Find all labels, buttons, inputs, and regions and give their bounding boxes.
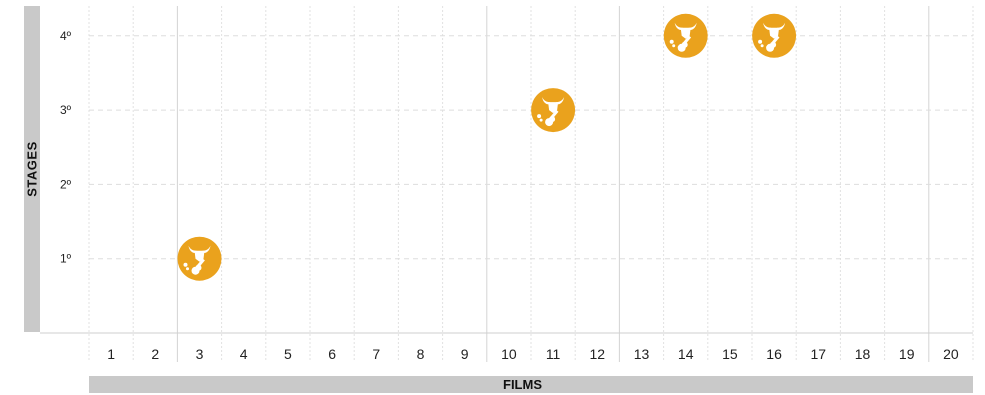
x-tick-label: 9 (461, 346, 469, 362)
bull-guitar-icon (758, 22, 786, 52)
x-tick-label: 8 (417, 346, 425, 362)
x-axis-title: FILMS (503, 377, 542, 392)
x-tick-label: 7 (372, 346, 380, 362)
bull-guitar-icon (183, 245, 211, 275)
x-tick-label: 16 (766, 346, 782, 362)
x-tick-label: 20 (943, 346, 959, 362)
y-tick-label: 4º (60, 29, 72, 43)
x-tick-label: 5 (284, 346, 292, 362)
x-tick-label: 15 (722, 346, 738, 362)
bull-guitar-icon (537, 97, 565, 127)
x-tick-label: 12 (590, 346, 606, 362)
data-point-marker (177, 236, 222, 281)
x-tick-label: 19 (899, 346, 915, 362)
x-tick-label: 2 (151, 346, 159, 362)
x-tick-label: 13 (634, 346, 650, 362)
y-tick-label: 2º (60, 177, 72, 191)
data-point-marker (531, 88, 576, 133)
x-tick-label: 18 (855, 346, 871, 362)
data-point-marker (663, 13, 708, 58)
x-axis-band (89, 376, 973, 393)
x-tick-label: 17 (811, 346, 827, 362)
y-tick-label: 1º (60, 252, 72, 266)
x-tick-label: 10 (501, 346, 517, 362)
data-point-marker (752, 13, 797, 58)
y-axis-band (24, 6, 40, 332)
x-tick-label: 14 (678, 346, 694, 362)
x-tick-label: 1 (107, 346, 115, 362)
x-tick-label: 3 (196, 346, 204, 362)
x-tick-label: 4 (240, 346, 248, 362)
y-tick-label: 3º (60, 103, 72, 117)
x-tick-label: 6 (328, 346, 336, 362)
bull-guitar-icon (669, 22, 697, 52)
x-tick-label: 11 (546, 346, 561, 362)
